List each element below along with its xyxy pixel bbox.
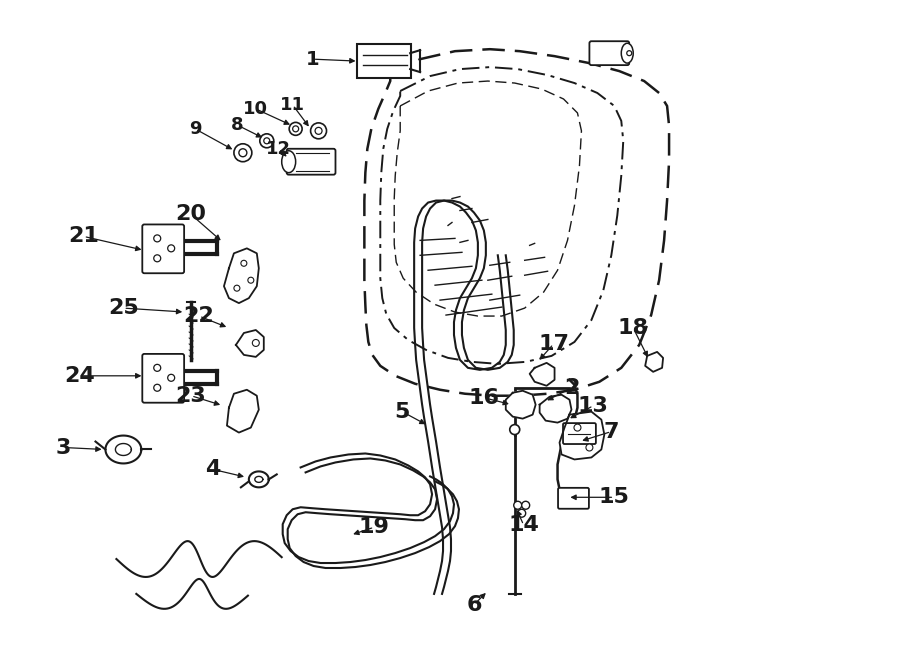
Ellipse shape	[509, 424, 519, 434]
Text: 5: 5	[394, 402, 410, 422]
Ellipse shape	[289, 122, 302, 136]
Text: 3: 3	[56, 438, 71, 457]
Ellipse shape	[154, 384, 161, 391]
Ellipse shape	[518, 509, 526, 517]
Text: 4: 4	[205, 459, 220, 479]
Text: 25: 25	[108, 298, 139, 318]
Ellipse shape	[252, 340, 259, 346]
Ellipse shape	[574, 424, 580, 431]
FancyBboxPatch shape	[287, 149, 336, 175]
FancyBboxPatch shape	[590, 41, 629, 65]
Text: 9: 9	[189, 120, 202, 138]
Text: 10: 10	[243, 100, 268, 118]
Text: 21: 21	[68, 227, 99, 247]
Text: 6: 6	[466, 595, 482, 615]
Ellipse shape	[260, 134, 274, 148]
Ellipse shape	[234, 144, 252, 162]
Text: 1: 1	[306, 50, 319, 69]
Text: 2: 2	[563, 377, 580, 398]
Text: 13: 13	[578, 396, 608, 416]
Ellipse shape	[621, 43, 634, 63]
Ellipse shape	[234, 285, 240, 291]
Text: 24: 24	[64, 366, 94, 386]
Ellipse shape	[315, 128, 322, 134]
Ellipse shape	[310, 123, 327, 139]
FancyBboxPatch shape	[142, 354, 184, 403]
Text: 16: 16	[468, 388, 500, 408]
FancyBboxPatch shape	[142, 225, 184, 273]
FancyBboxPatch shape	[558, 488, 589, 509]
Ellipse shape	[154, 255, 161, 262]
Polygon shape	[227, 390, 259, 432]
Text: 22: 22	[184, 306, 214, 326]
Polygon shape	[530, 363, 554, 386]
Text: 18: 18	[617, 318, 649, 338]
Ellipse shape	[626, 51, 632, 56]
Ellipse shape	[586, 444, 593, 451]
Ellipse shape	[238, 149, 247, 157]
Polygon shape	[560, 412, 604, 459]
Text: 12: 12	[266, 139, 292, 158]
FancyBboxPatch shape	[563, 423, 596, 444]
Ellipse shape	[248, 277, 254, 283]
Text: 23: 23	[176, 386, 206, 406]
Ellipse shape	[522, 501, 530, 509]
Ellipse shape	[154, 235, 161, 242]
Polygon shape	[645, 352, 663, 372]
Ellipse shape	[154, 364, 161, 371]
Polygon shape	[236, 330, 264, 357]
Polygon shape	[540, 395, 572, 422]
Text: 8: 8	[230, 116, 243, 134]
Ellipse shape	[264, 137, 270, 144]
Ellipse shape	[167, 245, 175, 252]
Text: 20: 20	[176, 204, 207, 225]
FancyBboxPatch shape	[357, 44, 411, 78]
Ellipse shape	[241, 260, 247, 266]
Text: 17: 17	[538, 334, 569, 354]
Polygon shape	[224, 249, 259, 303]
Polygon shape	[506, 391, 536, 418]
Text: 7: 7	[604, 422, 619, 442]
Ellipse shape	[282, 151, 296, 173]
Ellipse shape	[292, 126, 299, 132]
Ellipse shape	[167, 374, 175, 381]
Text: 14: 14	[508, 515, 539, 535]
Ellipse shape	[514, 501, 522, 509]
Text: 11: 11	[280, 96, 305, 114]
Text: 15: 15	[598, 487, 630, 507]
Text: 19: 19	[359, 517, 390, 537]
